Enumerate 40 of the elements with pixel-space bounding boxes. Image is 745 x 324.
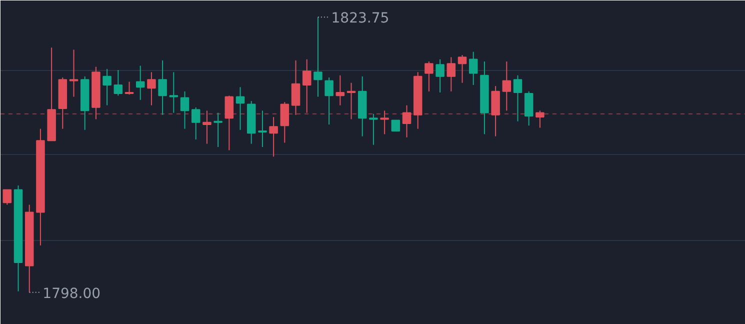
candlestick: [202, 110, 212, 144]
candlestick: [346, 82, 356, 120]
candlestick: [180, 90, 190, 130]
candlestick: [269, 116, 278, 158]
annotation: 1823.75: [331, 10, 390, 27]
candlestick: [424, 60, 434, 92]
candlestick: [458, 54, 467, 84]
candlestick: [391, 120, 400, 132]
candlestick: [536, 110, 544, 128]
candlestick: [191, 106, 200, 140]
candlestick: [158, 60, 167, 116]
candlestick: [2, 189, 12, 206]
candlestick: [402, 104, 412, 138]
candlestick: [446, 56, 456, 92]
candlestick: [468, 51, 478, 86]
candlestick: [369, 113, 378, 146]
candlestick: [214, 112, 222, 148]
candlestick: [258, 110, 267, 148]
candlestick: [124, 81, 134, 96]
candlestick: [114, 70, 123, 96]
candlestick: [136, 65, 145, 100]
candlestick: [280, 102, 290, 144]
candlestick: [147, 72, 156, 106]
candlestick: [336, 74, 345, 106]
candlestick: [502, 60, 512, 112]
annotation: 1798.00: [42, 286, 101, 302]
candlestick: [302, 58, 312, 114]
candlestick: [314, 16, 322, 98]
candlestick: [102, 68, 112, 106]
candlestick: [324, 76, 334, 126]
candlestick: [491, 86, 500, 137]
candlestick: [224, 95, 234, 151]
candlestick: [380, 110, 389, 135]
candlestick: [436, 58, 444, 93]
candlestick: [169, 72, 178, 114]
candlestick: [236, 86, 245, 130]
candlestick: [69, 49, 78, 98]
candlestick: [513, 74, 522, 122]
candlestick: [291, 60, 300, 116]
candlestick: [524, 90, 534, 126]
